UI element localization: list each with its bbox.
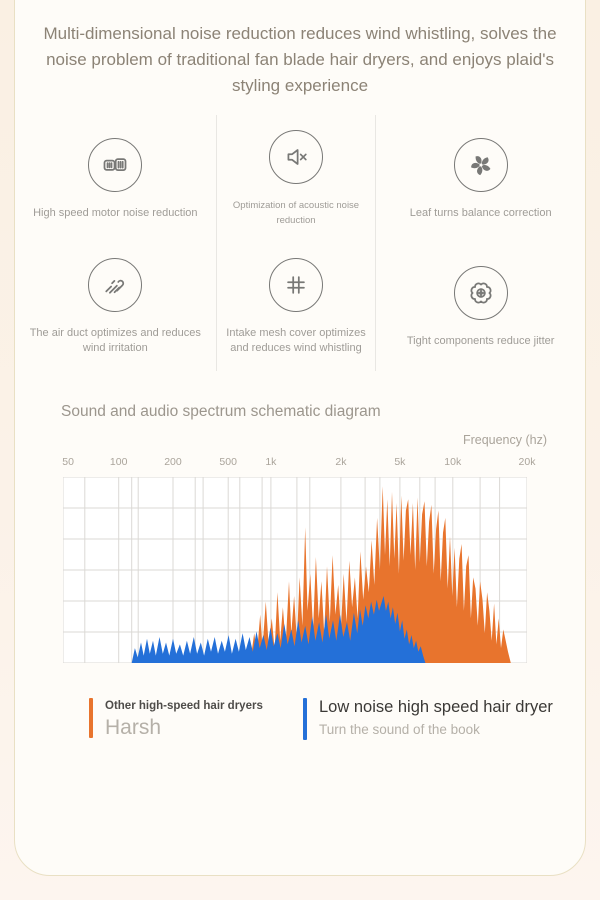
- feature-mesh-cover: Intake mesh cover optimizes and reduces …: [215, 243, 377, 371]
- feature-label: Tight components reduce jitter: [406, 334, 555, 347]
- spectrum-chart: Frequency (hz) 50 100 200 500 1k 2k 5k 10k 20k: [62, 423, 547, 665]
- x-tick-label: 1k: [265, 456, 277, 468]
- x-tick-label: 500: [219, 456, 237, 468]
- content-card: Multi-dimensional noise reduction reduce…: [14, 0, 586, 876]
- feature-label: Intake mesh cover optimizes and reduces …: [226, 327, 366, 354]
- legend-item-low-noise-dryer: Low noise high speed hair dryer Turn the…: [303, 698, 553, 740]
- feature-air-duct: The air duct optimizes and reduces wind …: [15, 243, 216, 371]
- page-headline: Multi-dimensional noise reduction reduce…: [43, 24, 557, 95]
- wind-flow-icon: [88, 258, 143, 312]
- x-tick-label: 5k: [394, 456, 406, 468]
- x-axis-ticks: 50 100 200 500 1k 2k 5k 10k 20k: [62, 456, 535, 471]
- feature-acoustic: Optimization of acoustic noise reduction: [215, 115, 377, 243]
- spectrum-plot: [63, 477, 527, 663]
- legend-item-other-dryers: Other high-speed hair dryers Harsh: [89, 698, 263, 740]
- feature-grid: High speed motor noise reduction Optimiz…: [15, 115, 585, 371]
- feature-label: The air duct optimizes and reduces wind …: [29, 327, 201, 354]
- feature-label: Leaf turns balance correction: [409, 206, 552, 219]
- feature-balance: Leaf turns balance correction: [376, 115, 585, 243]
- frequency-axis-label: Frequency (hz): [462, 433, 547, 447]
- series-blue-low-noise: [131, 596, 426, 663]
- x-tick-label: 10k: [444, 456, 462, 468]
- x-tick-label: 200: [164, 456, 182, 468]
- legend-title: Low noise high speed hair dryer: [319, 698, 553, 716]
- section-title: Sound and audio spectrum schematic diagr…: [61, 403, 381, 420]
- legend-color-bar-blue: [303, 698, 307, 740]
- feature-tight-components: Tight components reduce jitter: [376, 243, 585, 371]
- x-tick-label: 2k: [335, 456, 347, 468]
- legend-subtitle: Harsh: [105, 716, 162, 739]
- series-orange-other-dryers: [241, 486, 511, 663]
- speaker-muted-icon: [268, 130, 323, 184]
- fan-blade-icon: [453, 137, 508, 192]
- x-tick-label: 20k: [518, 456, 536, 468]
- motor-icon: [88, 137, 143, 192]
- gear-component-icon: [453, 265, 508, 320]
- legend-subtitle: Turn the sound of the book: [319, 722, 480, 737]
- x-tick-label: 100: [109, 456, 128, 468]
- legend-title: Other high-speed hair dryers: [105, 700, 263, 712]
- feature-motor-noise: High speed motor noise reduction: [15, 115, 216, 243]
- x-tick-label: 50: [62, 456, 74, 468]
- feature-label: Optimization of acoustic noise reduction: [232, 200, 360, 226]
- mesh-grid-icon: [268, 258, 323, 312]
- legend-color-bar-orange: [89, 698, 93, 738]
- chart-legend: Other high-speed hair dryers Harsh Low n…: [15, 698, 585, 758]
- feature-label: High speed motor noise reduction: [33, 206, 198, 219]
